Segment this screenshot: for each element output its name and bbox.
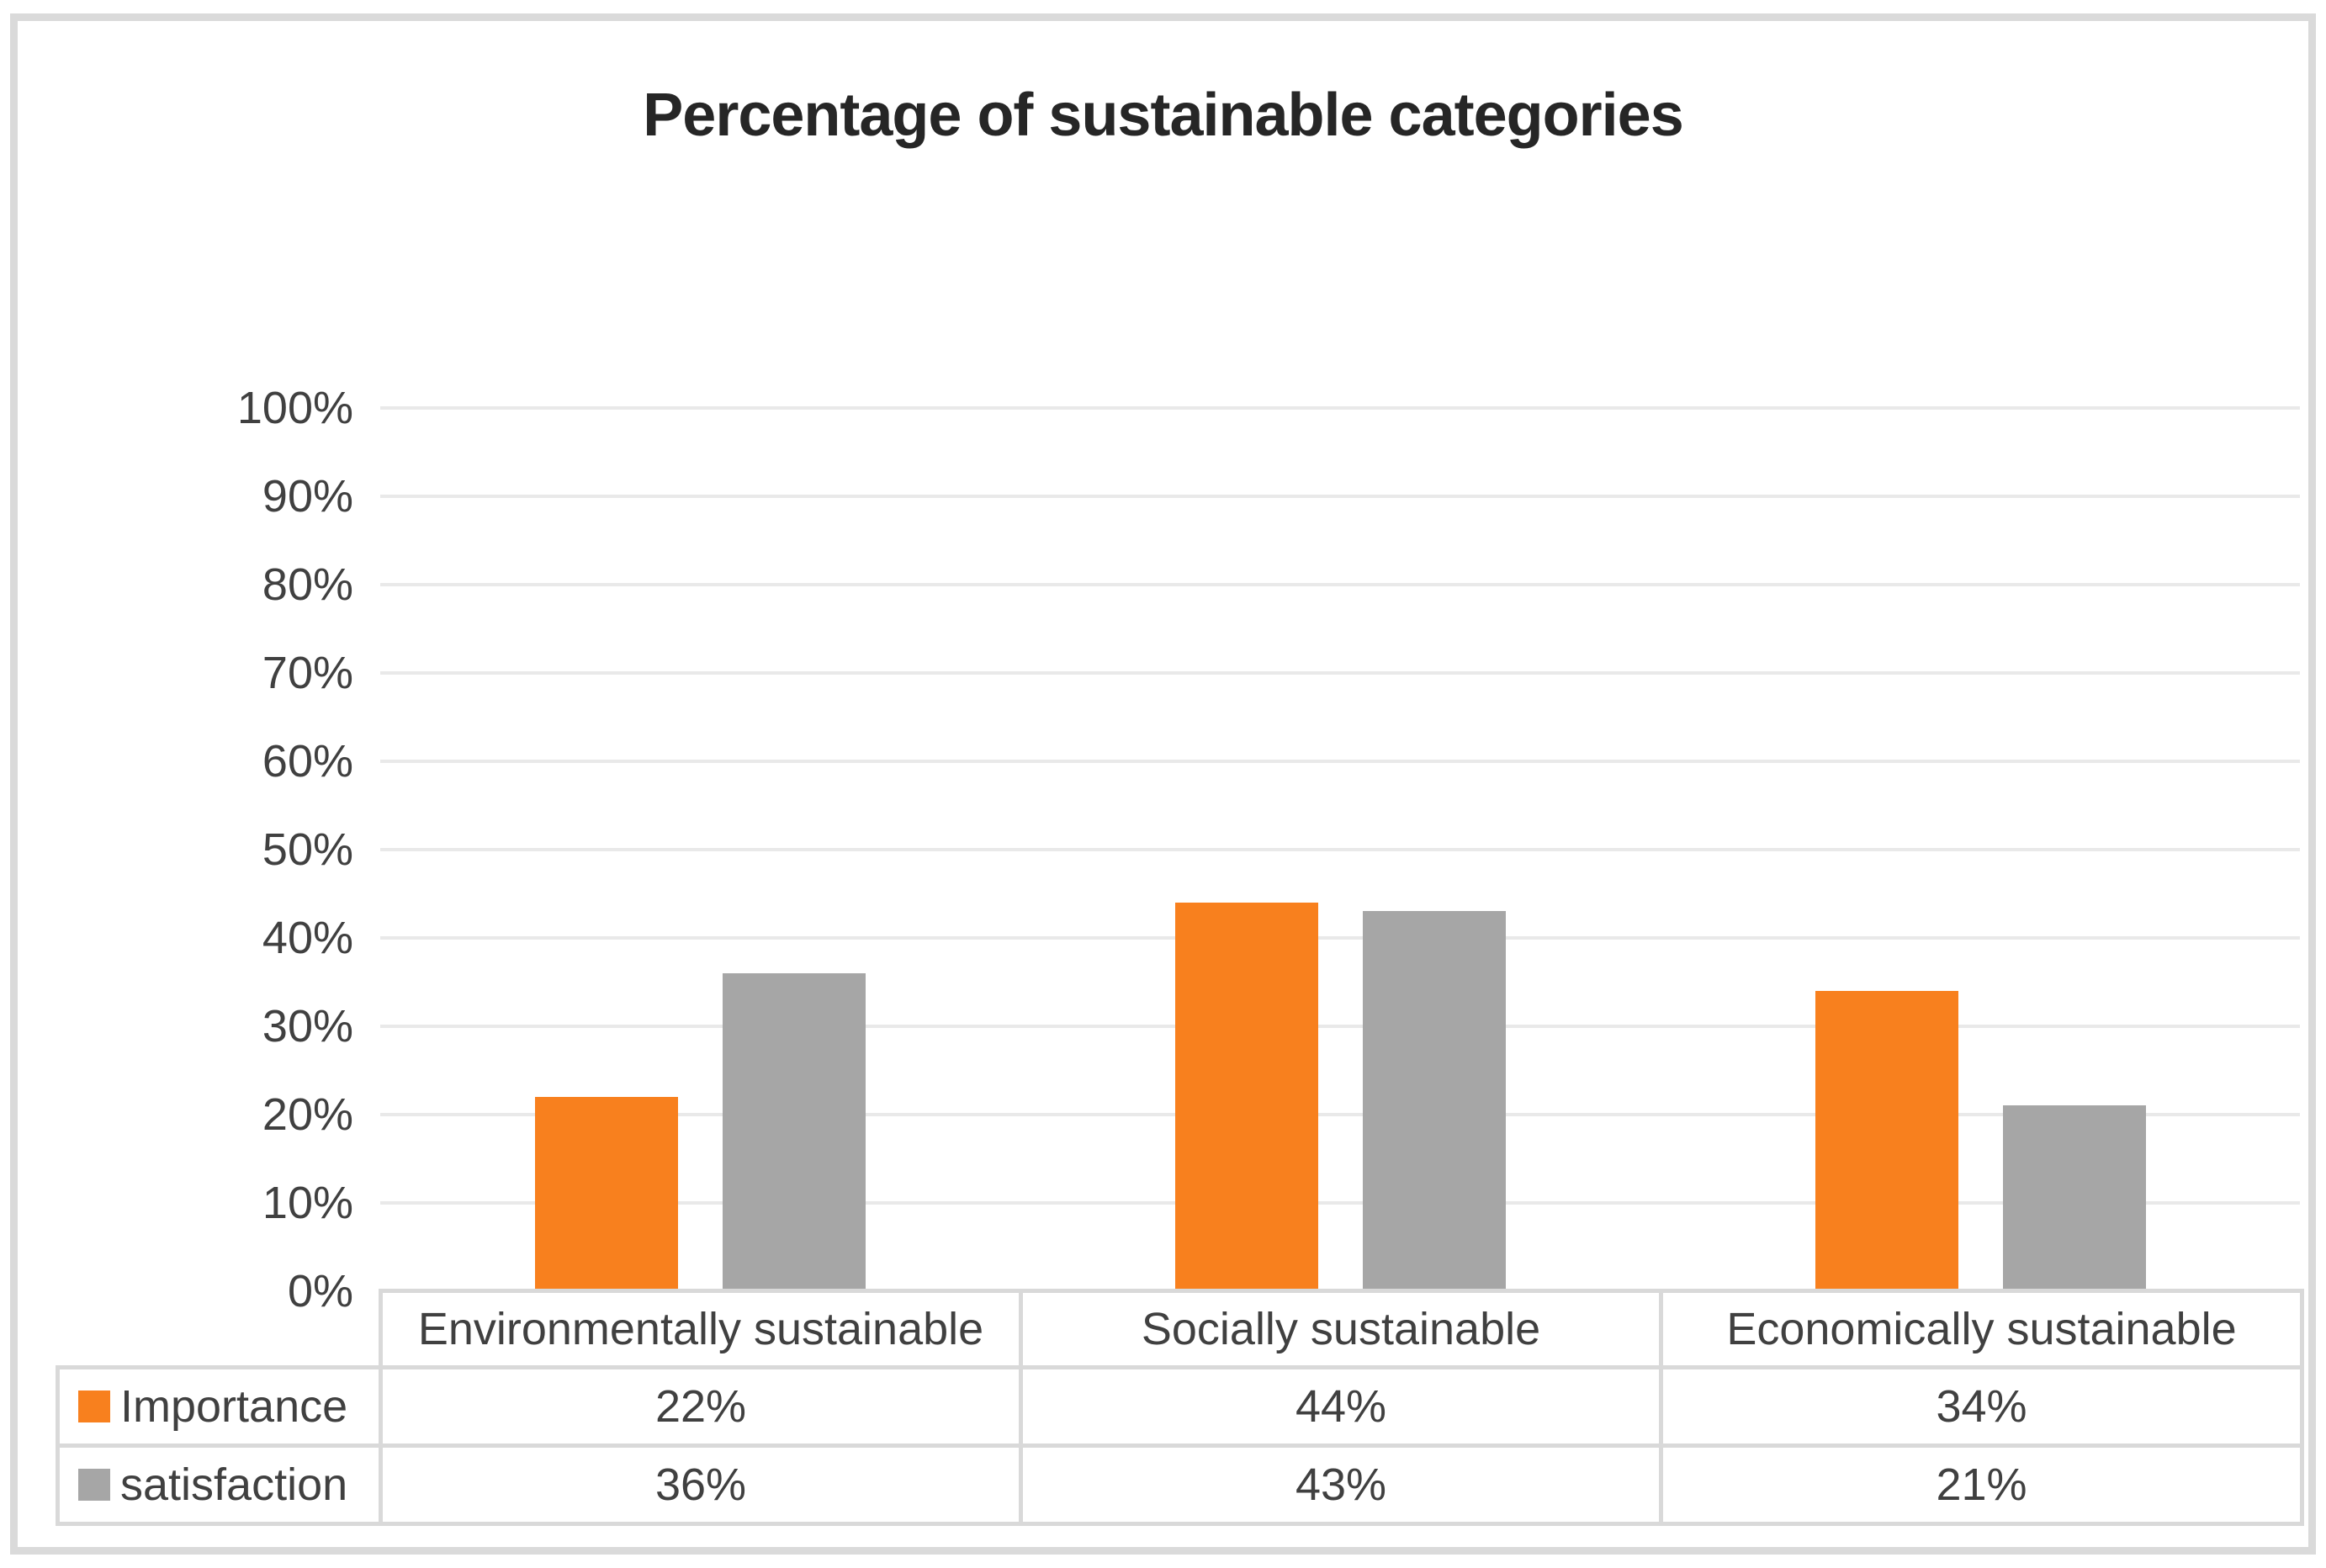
legend-label-satisfaction: satisfaction (120, 1459, 348, 1510)
y-tick-label-10: 10% (262, 1178, 353, 1228)
legend-swatch-importance (78, 1391, 110, 1422)
y-tick-label-70: 70% (262, 648, 353, 698)
y-tick-label-50: 50% (262, 824, 353, 875)
gridline-90 (380, 495, 2300, 498)
bar-satisfaction-environmentally-sustainable (723, 973, 866, 1291)
gridline-10 (380, 1201, 2300, 1205)
value-cell-importance-socially-sustainable: 44% (1019, 1365, 1663, 1448)
y-tick-label-100: 100% (236, 383, 353, 433)
bar-importance-socially-sustainable (1175, 903, 1318, 1291)
category-header-economically-sustainable: Economically sustainable (1659, 1289, 2304, 1369)
gridline-30 (380, 1025, 2300, 1028)
y-tick-label-60: 60% (262, 736, 353, 787)
gridline-60 (380, 760, 2300, 763)
data-table: Environmentally sustainable Socially sust… (56, 1289, 2304, 1526)
y-tick-label-40: 40% (262, 913, 353, 963)
chart-title: Percentage of sustainable categories (643, 82, 1683, 149)
legend-swatch-satisfaction (78, 1469, 110, 1501)
value-cell-satisfaction-economically-sustainable: 21% (1659, 1444, 2304, 1526)
table-header-row: Environmentally sustainable Socially sust… (58, 1289, 2304, 1369)
legend-entry: satisfaction (60, 1459, 379, 1511)
value-cell-satisfaction-socially-sustainable: 43% (1019, 1444, 1663, 1526)
y-tick-label-20: 20% (262, 1089, 353, 1140)
gridline-80 (380, 583, 2300, 586)
bar-importance-economically-sustainable (1815, 991, 1958, 1291)
y-tick-label-30: 30% (262, 1001, 353, 1052)
value-cell-satisfaction-environmentally-sustainable: 36% (379, 1444, 1023, 1526)
bar-satisfaction-socially-sustainable (1363, 911, 1506, 1291)
legend-cell-importance: Importance (56, 1365, 383, 1448)
y-tick-label-80: 80% (262, 559, 353, 610)
table-row-satisfaction: satisfaction 36% 43% 21% (56, 1444, 2304, 1526)
gridline-70 (380, 671, 2300, 675)
gridline-50 (380, 848, 2300, 851)
legend-entry: Importance (60, 1380, 379, 1433)
category-header-environmentally-sustainable: Environmentally sustainable (379, 1289, 1023, 1369)
table-spacer-cell (58, 1291, 381, 1368)
legend-label-importance: Importance (120, 1381, 348, 1432)
plot-area (380, 362, 2300, 1291)
gridline-100 (380, 406, 2300, 410)
legend-cell-satisfaction: satisfaction (56, 1444, 383, 1526)
value-cell-importance-economically-sustainable: 34% (1659, 1365, 2304, 1448)
value-cell-importance-environmentally-sustainable: 22% (379, 1365, 1023, 1448)
bar-satisfaction-economically-sustainable (2003, 1105, 2146, 1291)
gridline-20 (380, 1113, 2300, 1116)
table-row-importance: Importance 22% 44% 34% (56, 1365, 2304, 1448)
data-table-body: Environmentally sustainable Socially sust… (56, 1289, 2304, 1526)
y-tick-label-0: 0% (287, 1266, 353, 1316)
y-axis: 0% 10% 20% 30% 40% 50% 60% 70% 80% 90% 100% (0, 0, 367, 1568)
y-tick-label-90: 90% (262, 471, 353, 522)
category-header-socially-sustainable: Socially sustainable (1019, 1289, 1663, 1369)
gridline-40 (380, 936, 2300, 940)
bar-importance-environmentally-sustainable (535, 1097, 678, 1291)
